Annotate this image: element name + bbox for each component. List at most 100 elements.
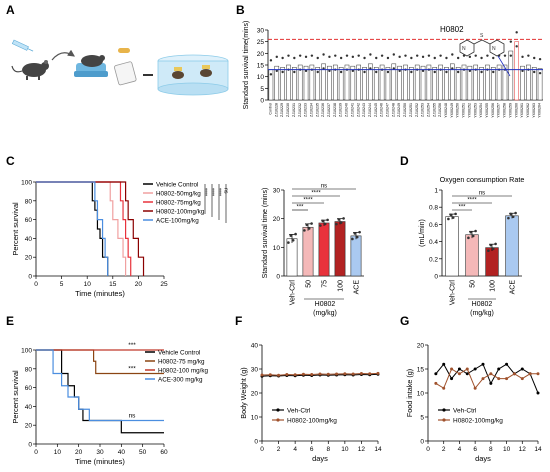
data-point [355, 235, 359, 239]
y-tick-label: 30 [273, 188, 281, 195]
y-tick-label: 0 [434, 274, 438, 281]
x-tick-label: 6 [473, 446, 477, 453]
data-point [375, 70, 378, 74]
bar [274, 65, 280, 101]
data-point [363, 56, 366, 60]
data-point [291, 238, 295, 242]
data-point [353, 232, 357, 235]
x-tick-label: 14 [374, 446, 382, 453]
data-point [260, 373, 264, 377]
data-point [310, 222, 313, 225]
x-tick-label: YX00255 [485, 103, 489, 118]
legend-label: ACE-300 mg/kg [158, 377, 203, 384]
x-tick-label: 30 [96, 449, 104, 456]
data-point [369, 53, 372, 56]
data-point [505, 362, 509, 366]
svg-text:N: N [462, 46, 466, 52]
data-point [515, 31, 518, 34]
bar [537, 68, 543, 101]
bar [309, 64, 315, 101]
comparison-label: *** [296, 205, 304, 211]
x-tick-label: 6 [310, 446, 314, 453]
y-tick-label: 20 [25, 423, 33, 430]
bar [368, 63, 373, 101]
bar [426, 64, 432, 101]
svg-text:S: S [480, 33, 484, 39]
comparison-label: **** [467, 198, 477, 204]
x-tick-label: ZJ10245 [374, 103, 378, 117]
data-point [454, 212, 457, 216]
y-axis-label: Standard survival time(mins) [243, 21, 250, 110]
x-tick-label: ZJ10244 [368, 103, 372, 117]
data-point [473, 386, 477, 390]
bar [344, 64, 350, 101]
legend-marker [276, 418, 280, 422]
bar [414, 64, 420, 101]
y-tick-label: 40 [25, 236, 33, 243]
bar [409, 67, 414, 101]
data-point [323, 222, 327, 226]
data-point [489, 372, 493, 376]
data-point [533, 56, 536, 60]
data-point [427, 54, 431, 57]
y-tick-label: 20 [251, 391, 259, 398]
x-tick-label: 2 [442, 446, 446, 453]
x-tick-label: ZJ10230 [286, 103, 290, 117]
x-tick-label: 50 [139, 449, 147, 456]
x-tick-label: 10 [341, 446, 349, 453]
data-point [451, 67, 454, 70]
panel-f-weight-chart: 0 10 20 30 40 Body Weight (g) 0 2 4 6 8 10 12 14 days V… [239, 343, 382, 464]
bar [526, 64, 531, 101]
data-point [398, 55, 401, 59]
data-point [447, 217, 450, 221]
legend-label: H0802-75mg/kg [156, 200, 201, 207]
comparison-label: ns [321, 184, 327, 190]
data-point [285, 373, 289, 377]
data-point [337, 218, 341, 221]
data-point [289, 234, 293, 237]
data-point [375, 56, 378, 60]
x-tick-label: ACE [510, 280, 517, 295]
data-point [528, 372, 532, 376]
h0802-structure-icon: H0802 S N N [440, 25, 511, 77]
x-tick-label: ZJ10238 [333, 103, 337, 117]
bar [455, 67, 461, 101]
data-point [456, 56, 460, 60]
x-tick-label: 14 [534, 446, 542, 453]
x-tick-label: ZJ10248 [391, 103, 395, 117]
data-point [489, 243, 493, 247]
survival-curve [36, 349, 164, 422]
data-point [434, 372, 438, 376]
panel-label-a: A [6, 3, 15, 17]
data-point [326, 218, 329, 222]
data-point [451, 53, 454, 56]
y-tick-label: 20 [273, 216, 281, 223]
survival-curve [36, 181, 109, 276]
data-point [471, 234, 475, 238]
legend-marker [442, 418, 446, 422]
bar [473, 64, 479, 101]
data-point [301, 372, 305, 376]
x-tick-label: ZJ10246 [380, 103, 384, 117]
legend-label: Veh-Ctrl [453, 408, 477, 415]
x-tick-label: ZJ10255 [432, 103, 436, 117]
comparison-label: *** [458, 205, 466, 211]
x-tick-label: Control [269, 103, 273, 115]
legend-label: Veh-Ctrl [287, 408, 311, 415]
data-point [310, 54, 314, 57]
series-line [435, 363, 539, 394]
x-tick-label: 2 [277, 446, 281, 453]
data-point [334, 54, 337, 57]
data-point [339, 56, 343, 60]
stat-label: ns [223, 188, 229, 194]
panel-c-survival-chart: 0 20 40 60 80 100 Percent survival 0 5 10 15 20 25 Ti… [11, 180, 229, 299]
x-tick-label: ZJ10251 [409, 103, 413, 117]
data-point [316, 56, 319, 60]
x-tick-label: ZJ10252 [415, 103, 419, 117]
data-point [450, 367, 454, 371]
data-point [474, 229, 477, 233]
y-tick-label: 100 [21, 180, 32, 187]
data-point [351, 372, 355, 376]
y-tick-label: 30 [257, 28, 265, 35]
